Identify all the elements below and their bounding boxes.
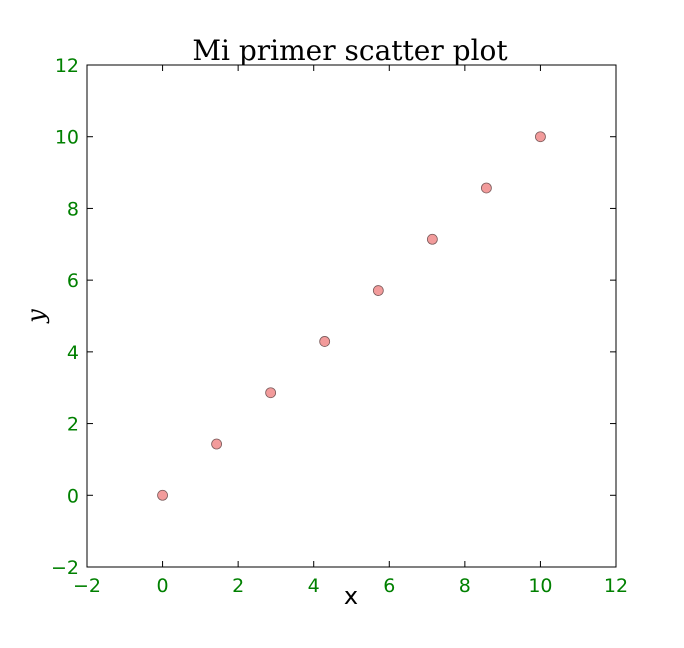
y-tick-label: 12 xyxy=(55,55,79,77)
y-tick-label: 0 xyxy=(67,485,79,507)
x-tick-label: 4 xyxy=(308,575,320,597)
scatter-point xyxy=(372,285,384,296)
scatter-point xyxy=(535,131,546,143)
plot-area xyxy=(86,64,617,568)
y-tick-label: 2 xyxy=(67,414,79,436)
x-tick-label: 2 xyxy=(232,575,244,597)
x-tick-label: −2 xyxy=(73,575,101,597)
axis-ticks: −2 0 2 4 6 8 10 12 −2 0 2 4 6 8 10 12 xyxy=(51,55,628,597)
y-tick-label: −2 xyxy=(51,557,79,579)
chart-title: Mi primer scatter plot xyxy=(192,34,508,67)
y-tick-label: 6 xyxy=(67,270,79,292)
y-tick-label: 10 xyxy=(55,127,79,149)
x-tick-label: 12 xyxy=(604,575,628,597)
x-axis-label: x xyxy=(344,582,358,610)
y-axis-label: y xyxy=(22,309,50,324)
scatter-point xyxy=(426,233,438,245)
data-points xyxy=(157,131,546,501)
y-tick-label: 4 xyxy=(67,342,79,364)
scatter-point xyxy=(157,489,168,501)
scatter-point xyxy=(211,438,223,450)
x-tick-label: 10 xyxy=(528,575,552,597)
x-tick-label: 6 xyxy=(383,575,395,597)
scatter-point xyxy=(265,387,277,399)
y-tick-label: 8 xyxy=(67,198,79,220)
scatter-point xyxy=(319,336,331,347)
x-tick-label: 8 xyxy=(459,575,471,597)
scatter-point xyxy=(480,182,492,194)
x-tick-label: 0 xyxy=(157,575,169,597)
